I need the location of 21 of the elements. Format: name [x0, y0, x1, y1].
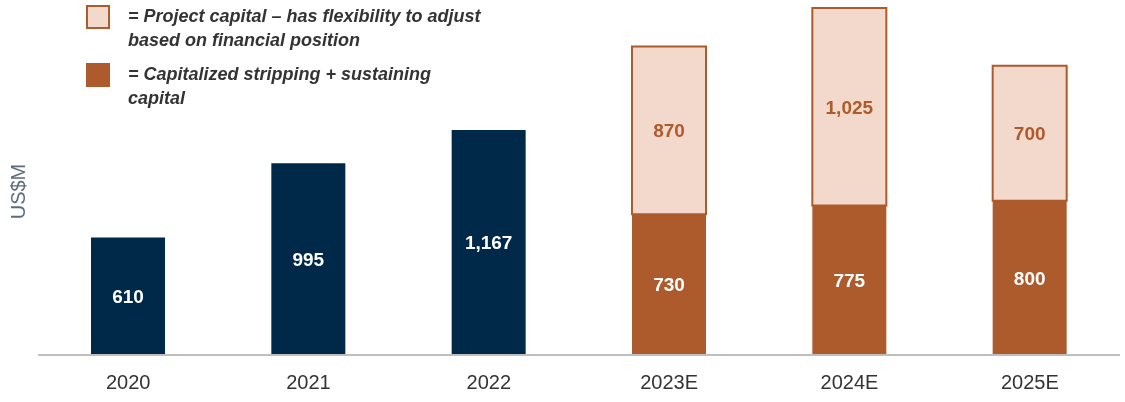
data-label: 1,167: [464, 232, 513, 254]
bar: [271, 163, 346, 355]
data-label: 775: [833, 270, 866, 292]
data-label: 995: [292, 248, 325, 270]
x-tick-label: 2024E: [820, 371, 879, 394]
data-label: 1,025: [825, 96, 874, 118]
y-axis-title: US$M: [7, 163, 30, 220]
x-tick-label: 2021: [286, 371, 331, 394]
bar: [451, 130, 526, 355]
x-tick-label: 2022: [466, 371, 512, 394]
data-label: 730: [653, 274, 685, 296]
data-label: 610: [112, 285, 144, 307]
legend-label: = Project capital – has flexibility to adjust based on financial position: [128, 5, 482, 52]
data-label: 870: [653, 120, 685, 142]
x-tick-label: 2025E: [1000, 371, 1059, 394]
x-tick-label: 2020: [105, 371, 151, 394]
x-tick-label: 2023E: [640, 371, 699, 394]
data-label: 700: [1013, 123, 1046, 145]
legend-label: = Capitalized stripping + sustaining capital: [128, 63, 433, 110]
bar: [91, 237, 165, 355]
data-label: 800: [1013, 267, 1046, 289]
